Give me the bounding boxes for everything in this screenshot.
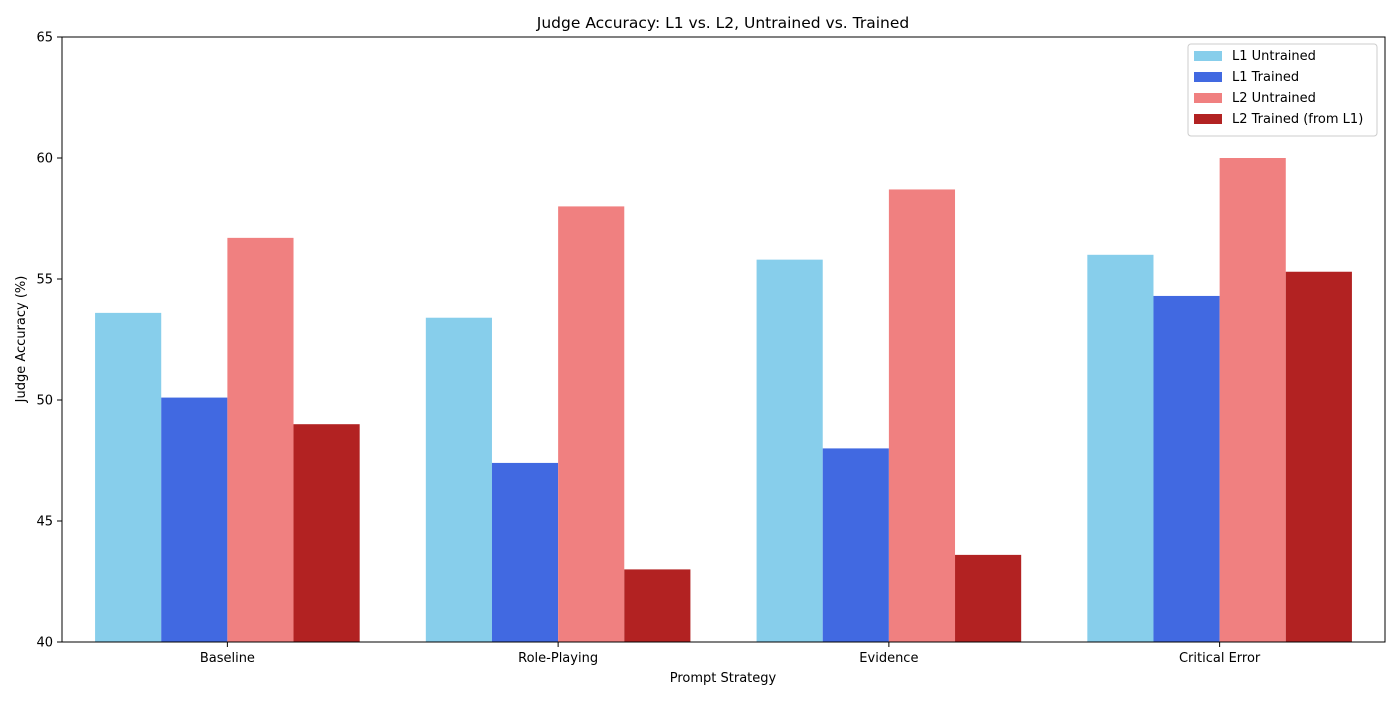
y-tick-label: 55	[36, 273, 53, 288]
bar-l2-trained-from-l1-1	[624, 569, 691, 642]
bar-l1-untrained-0	[95, 312, 162, 642]
bar-l1-trained-1	[491, 462, 559, 642]
y-tick-label: 45	[36, 515, 53, 530]
legend-swatch	[1194, 72, 1222, 82]
bar-l2-trained-from-l1-3	[1285, 271, 1352, 642]
bar-l2-untrained-3	[1219, 158, 1286, 642]
bar-l2-trained-from-l1-2	[955, 554, 1022, 642]
bar-l1-untrained-1	[425, 317, 492, 642]
y-axis-title: Judge Accuracy (%)	[14, 276, 29, 404]
y-tick-label: 50	[36, 394, 53, 409]
legend: L1 Untrained L1 Trained L2 Untrained L2 Tra…	[1187, 43, 1378, 137]
bar-l2-untrained-2	[888, 189, 956, 642]
bar-l1-untrained-2	[756, 259, 823, 642]
bar-l1-trained-2	[822, 448, 889, 642]
axes-group: 40 45 50 55 60 65 Baseline Role-Playing Evidence…	[36, 31, 1386, 666]
x-tick-label: Role-Playing	[518, 651, 598, 666]
plot-frame	[61, 36, 1386, 643]
legend-swatch	[1194, 51, 1222, 61]
bar-l1-trained-0	[161, 397, 228, 642]
bar-l1-trained-3	[1153, 295, 1220, 642]
bar-l2-untrained-0	[227, 237, 294, 643]
legend-label: L2 Trained (from L1)	[1232, 112, 1363, 127]
bar-l2-untrained-1	[558, 206, 625, 642]
legend-swatch	[1194, 93, 1222, 103]
bar-l2-trained-from-l1-0	[293, 424, 360, 642]
y-tick-label: 60	[36, 152, 53, 167]
bar-l1-untrained-3	[1087, 254, 1154, 643]
x-axis-title: Prompt Strategy	[670, 671, 777, 686]
x-tick-label: Evidence	[859, 651, 918, 666]
y-tick-label: 65	[36, 31, 53, 46]
legend-label: L1 Untrained	[1232, 49, 1316, 64]
y-tick-label: 40	[36, 636, 53, 651]
x-tick-label: Baseline	[200, 651, 255, 666]
bars-group	[95, 158, 1352, 643]
legend-label: L2 Untrained	[1232, 91, 1316, 106]
legend-frame	[1187, 43, 1378, 137]
legend-label: L1 Trained	[1232, 70, 1299, 85]
chart-title: Judge Accuracy: L1 vs. L2, Untrained vs.…	[536, 14, 909, 32]
legend-swatch	[1194, 114, 1222, 124]
x-tick-label: Critical Error	[1179, 651, 1261, 666]
